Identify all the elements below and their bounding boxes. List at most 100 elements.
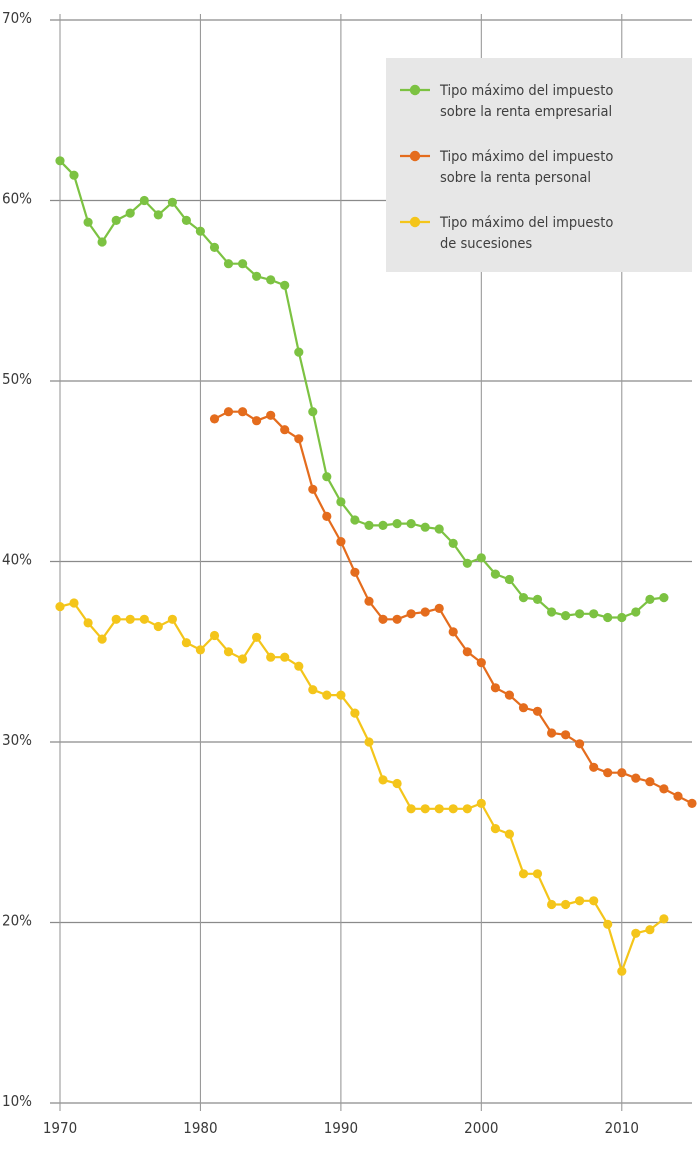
data-point [97,237,107,247]
data-point [336,690,346,700]
legend: Tipo máximo del impuesto sobre la renta e… [386,58,692,272]
data-point [69,598,79,608]
data-point [223,407,234,417]
data-point [490,824,500,834]
data-point [617,966,627,976]
legend-label: Tipo máximo del impuesto [439,149,613,165]
data-point [547,728,557,738]
data-point [462,804,472,814]
x-tick-label: 1970 [43,1119,77,1137]
data-point [238,654,248,664]
data-point [575,739,585,749]
data-point [490,683,500,693]
legend-swatch-dot [409,150,421,162]
legend-label: sobre la renta personal [440,170,591,186]
legend-label: Tipo máximo del impuesto [439,83,613,99]
data-point [294,434,304,444]
data-point [308,484,318,494]
data-point [69,170,79,180]
data-point [448,538,458,549]
data-point [252,632,262,642]
data-point [645,777,655,787]
data-point [434,524,444,534]
data-point [55,602,65,612]
data-point [209,242,220,252]
data-point [181,215,191,225]
data-point [617,612,627,623]
data-point [97,634,107,644]
data-point [153,210,163,220]
data-point [532,706,543,716]
legend-label: sobre la renta empresarial [440,104,612,120]
data-point [350,567,360,577]
data-point [336,497,346,507]
data-point [631,773,641,783]
data-point [392,519,402,529]
data-point [631,607,641,617]
data-point [406,519,416,529]
data-point [589,762,599,772]
data-point [195,226,205,236]
data-point [125,614,135,624]
data-point [167,614,177,624]
data-point [518,593,529,603]
data-point [83,618,93,628]
data-point [364,737,374,747]
data-point [392,778,402,789]
data-point [603,768,613,778]
data-point [266,410,276,420]
data-point [476,798,486,809]
data-point [336,537,346,547]
data-point [111,215,121,225]
data-point [350,708,360,718]
y-tick-label: 60% [2,190,32,208]
data-point [575,896,585,906]
data-point [631,928,641,938]
data-point [420,522,430,532]
data-point [209,414,220,424]
data-point [448,627,458,637]
series-lines [58,159,694,973]
data-point [490,569,500,579]
data-point [575,609,585,619]
data-point [364,520,374,531]
data-point [322,690,332,700]
data-point [659,914,669,924]
y-tick-label: 70% [2,9,32,27]
data-point [125,208,135,218]
data-point [434,603,444,614]
data-point [238,259,248,269]
data-point [659,593,669,603]
legend-swatch-dot [409,216,421,228]
y-tick-label: 10% [2,1092,32,1110]
data-point [153,621,163,632]
data-point [504,690,514,700]
data-point [659,784,669,794]
data-point [532,869,543,879]
y-tick-label: 40% [2,551,32,569]
data-point [252,271,262,281]
x-tick-label: 1980 [183,1119,217,1137]
data-point [476,553,486,563]
data-point [406,609,416,619]
data-point [617,768,627,778]
data-point [209,630,220,641]
data-point [547,607,557,617]
data-point [294,661,304,671]
data-point [687,798,697,809]
legend-label: Tipo máximo del impuesto [439,215,613,231]
legend-swatch-dot [409,84,421,96]
data-point [462,558,472,568]
data-point [378,775,388,785]
data-point [280,280,290,290]
data-point [392,614,402,624]
data-point [238,407,248,417]
data-point [434,804,444,814]
data-point [111,614,121,624]
data-point [195,645,205,655]
series-points [55,156,697,976]
legend-box [386,58,692,272]
data-point [462,647,472,657]
axis-tick-labels: 10% 20% 30% 40% 50% 60% 70% 1970 1980 1990 2000 201… [2,9,639,1137]
